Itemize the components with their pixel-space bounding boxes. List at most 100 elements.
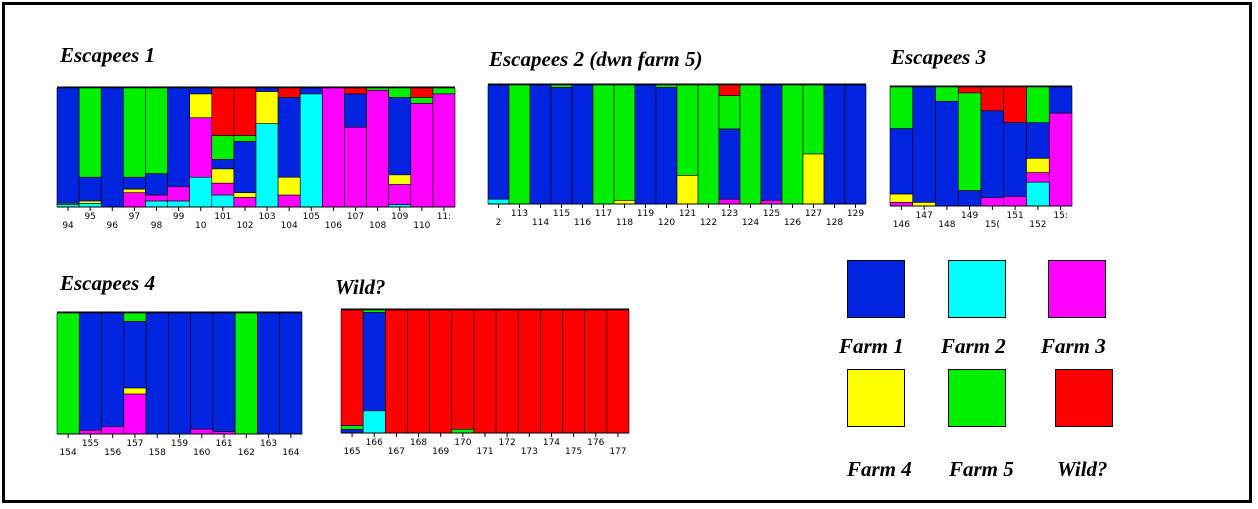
tick-label: 122 [700, 218, 717, 228]
chart-svg: 165 166 167 168 169 170 171 172 173 174 175 176 177 [340, 308, 630, 457]
segment-farm1 [571, 84, 594, 205]
bar-150 [980, 86, 1005, 207]
segment-farm1 [277, 97, 301, 178]
segment-farm5 [718, 95, 741, 130]
segment-farm1 [78, 176, 102, 202]
segment-farm5 [234, 312, 258, 435]
tick-label: 161 [215, 439, 232, 449]
segment-farm5 [508, 84, 531, 205]
segment-farm1 [362, 312, 386, 412]
segment-farm5 [410, 97, 434, 104]
bar-106 [322, 87, 345, 208]
segment-farm5 [802, 84, 825, 155]
segment-farm2 [299, 93, 323, 208]
segment-wild [340, 309, 364, 426]
segment-farm1 [123, 176, 146, 190]
tick-label: 126 [784, 218, 801, 228]
panel-title-escapees-4: Escapees 4 [60, 271, 156, 295]
bar-162 [234, 312, 258, 435]
segment-farm5 [388, 87, 412, 98]
segment-farm1 [889, 128, 914, 195]
segment-farm1 [255, 87, 279, 92]
segment-farm5 [655, 84, 678, 88]
tick-label: 157 [126, 439, 143, 449]
segment-wild [980, 86, 1005, 112]
legend-swatch-farm4 [847, 369, 905, 427]
segment-farm1 [257, 312, 281, 435]
segment-farm3 [1003, 196, 1027, 207]
segment-farm5 [432, 87, 456, 95]
segment-wild [473, 309, 497, 434]
segment-farm1 [935, 100, 959, 207]
bar-121 [676, 84, 699, 205]
tick-label: 116 [574, 218, 591, 228]
tick-label: 165 [343, 447, 360, 457]
segment-farm5 [613, 84, 636, 201]
bar-123 [718, 84, 741, 205]
tick-label: 167 [388, 447, 405, 457]
legend-swatch-farm5 [948, 369, 1006, 427]
segment-farm5 [889, 86, 914, 129]
tick-label: 163 [260, 439, 277, 449]
segment-farm5 [123, 87, 146, 178]
legend-label-wild: Wild? [1057, 457, 1108, 481]
tick-label: 2 [496, 218, 502, 228]
bar-147 [912, 86, 936, 207]
bar-163 [257, 312, 281, 435]
segment-farm5 [935, 86, 959, 102]
segment-farm4 [123, 188, 146, 194]
chart-svg: 146 147 148 149 15(151 152 15: [889, 85, 1073, 230]
segment-farm5 [56, 312, 80, 435]
figure-frame: Escapees 1 Escapees 2 (dwn farm 5) Escap… [2, 2, 1252, 503]
segment-farm1 [212, 312, 236, 432]
segment-farm1 [1003, 122, 1027, 197]
tick-label: 146 [893, 220, 910, 230]
segment-farm5 [697, 84, 720, 205]
tick-label: 102 [236, 221, 253, 231]
tick-label: 118 [616, 218, 633, 228]
segment-farm5 [211, 135, 235, 160]
segment-wild [718, 84, 741, 97]
segment-wild [495, 309, 519, 434]
segment-farm3 [322, 87, 345, 208]
segment-farm3 [760, 200, 783, 205]
tick-label: 120 [658, 218, 675, 228]
bar-99 [167, 87, 190, 208]
tick-label: 104 [281, 221, 298, 231]
bar-127 [802, 84, 825, 205]
segment-farm1 [957, 190, 982, 207]
bar-168 [407, 309, 430, 434]
segment-farm4 [676, 175, 699, 205]
tick-label: 162 [238, 448, 255, 458]
tick-label: 155 [82, 439, 99, 449]
tick-label: 95 [84, 212, 95, 222]
bar-175 [562, 309, 585, 434]
bar-102 [233, 87, 257, 208]
bar-111 [432, 87, 456, 208]
structure-plot-escapees-2: 2 113 114 115 116 117 118 119 120 121 122 123 124 125… [487, 83, 867, 230]
tick-label: 159 [171, 439, 188, 449]
segment-farm3 [78, 430, 102, 435]
panel-title-escapees-1: Escapees 1 [60, 43, 156, 67]
segment-farm2 [211, 194, 235, 208]
segment-farm1 [190, 312, 214, 430]
segment-farm1 [211, 159, 235, 170]
bar-104 [277, 87, 301, 208]
segment-farm1 [168, 312, 191, 435]
segment-farm1 [78, 312, 102, 431]
segment-farm1 [233, 141, 257, 194]
bar-112 [487, 84, 510, 205]
segment-farm4 [233, 192, 257, 198]
panel-title-wild: Wild? [335, 275, 386, 299]
panel-title-escapees-3: Escapees 3 [891, 45, 987, 69]
segment-farm2 [362, 410, 386, 434]
segment-farm1 [100, 87, 124, 208]
structure-plot-escapees-1: 94 95 96 97 98 99 10 101 102 103 104 105 106 107 108 10… [56, 86, 456, 233]
segment-farm4 [802, 153, 825, 205]
tick-label: 168 [410, 438, 427, 448]
segment-farm1 [340, 429, 364, 434]
tick-label: 149 [961, 211, 978, 221]
tick-label: 151 [1007, 211, 1024, 221]
tick-label: 169 [432, 447, 449, 457]
segment-farm5 [145, 87, 168, 174]
